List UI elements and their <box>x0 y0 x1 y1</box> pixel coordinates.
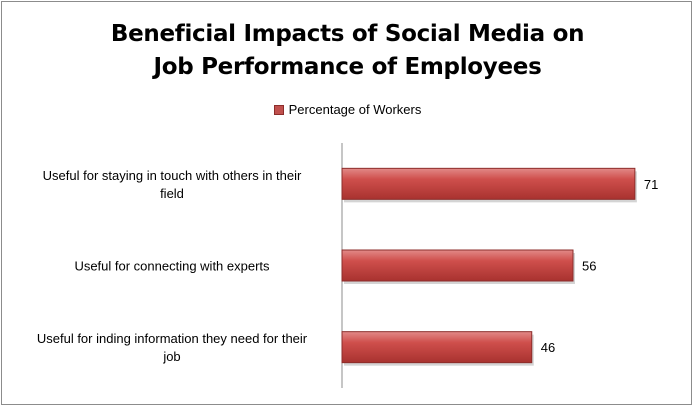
legend-swatch <box>273 104 284 115</box>
data-label-1: 56 <box>582 259 596 274</box>
data-label-0: 71 <box>644 177 658 192</box>
bar-0 <box>341 167 636 200</box>
bar-1 <box>341 249 574 282</box>
legend-label: Percentage of Workers <box>288 102 422 117</box>
category-label-2-line-1: job <box>162 349 180 364</box>
category-label-2-line-0: Useful for inding information they need … <box>37 331 308 346</box>
category-label-0-line-0: Useful for staying in touch with others … <box>43 168 302 183</box>
category-label-1-line-0: Useful for connecting with experts <box>74 259 270 274</box>
category-label-0-line-1: field <box>160 186 184 201</box>
chart-legend: Percentage of Workers <box>0 102 695 117</box>
data-label-2: 46 <box>541 340 555 355</box>
bar-2 <box>341 331 533 364</box>
chart-title-line-1: Beneficial Impacts of Social Media on <box>110 21 585 47</box>
chart-title-line-2: Job Performance of Employees <box>153 54 542 80</box>
chart-title: Beneficial Impacts of Social Media on Jo… <box>0 18 695 84</box>
